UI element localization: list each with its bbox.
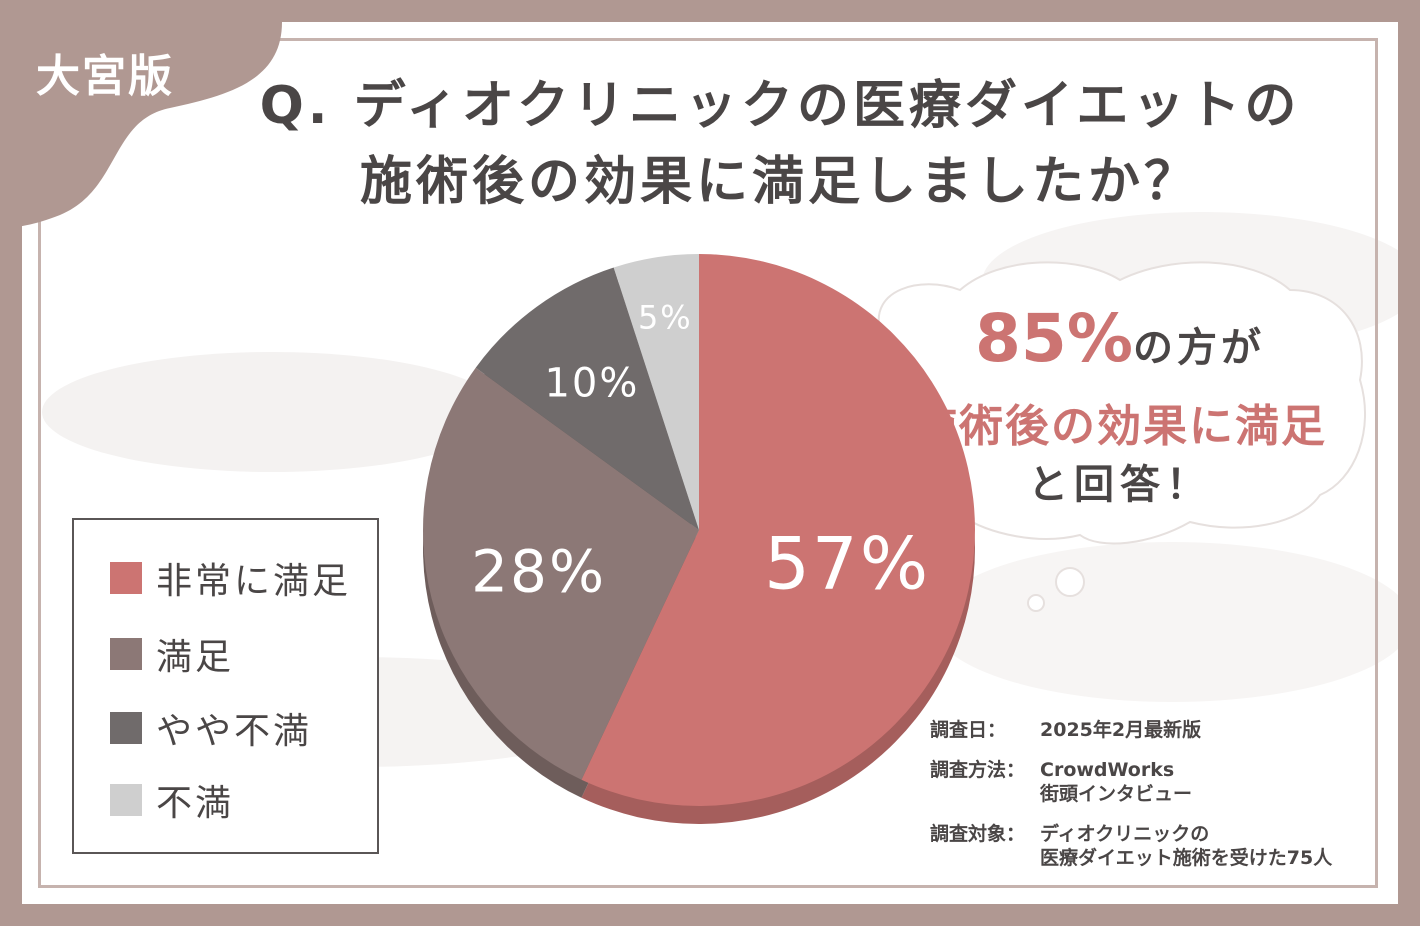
pie-slice [581, 254, 975, 807]
legend-swatch [110, 712, 142, 744]
legend-swatch [110, 638, 142, 670]
callout-percent-suffix: の方が [1132, 325, 1265, 371]
pie-value-label: 10% [544, 361, 639, 407]
inner-border [38, 38, 1378, 888]
callout-line-2: 施術後の効果に満足 [913, 401, 1327, 452]
callout-line-1: 85%の方が [880, 300, 1360, 377]
survey-method: 調査方法： CrowdWorks 街頭インタビュー [930, 759, 1192, 807]
pie-value-label: 28% [471, 537, 606, 605]
survey-date-label: 調査日： [930, 719, 1007, 741]
callout-percent: 85% [975, 300, 1133, 377]
question-title: Q. ディオクリニックの医療ダイエットの 施術後の効果に満足しましたか？ [160, 80, 1400, 216]
legend-label: 非常に満足 [156, 561, 352, 602]
survey-target-value-2: 医療ダイエット施術を受けた75人 [1040, 846, 1333, 869]
legend-swatch [110, 562, 142, 594]
survey-target-value-1: ディオクリニックの [1040, 823, 1210, 845]
legend-item: 不満 [110, 780, 234, 824]
survey-method-value-1: CrowdWorks [1040, 759, 1175, 781]
survey-target: 調査対象： ディオクリニックの 医療ダイエット施術を受けた75人 [930, 823, 1332, 871]
legend-swatch [110, 784, 142, 816]
question-title-line-1: Q. ディオクリニックの医療ダイエットの [259, 76, 1301, 136]
pie-slice [475, 267, 699, 530]
legend-item: やや不満 [110, 708, 312, 752]
edition-label: 大宮版 [36, 51, 174, 102]
legend-item: 満足 [110, 634, 234, 678]
question-title-line-2: 施術後の効果に満足しましたか？ [359, 152, 1200, 212]
survey-method-label: 調査方法： [930, 759, 1026, 781]
pie-slice [613, 254, 699, 530]
survey-target-label: 調査対象： [930, 823, 1026, 845]
legend-label: 満足 [156, 637, 235, 678]
survey-date: 調査日： 2025年2月最新版 [930, 719, 1201, 743]
legend: 非常に満足 満足 やや不満 不満 [72, 518, 379, 854]
survey-method-value-2: 街頭インタビュー [1040, 782, 1193, 805]
legend-label: 不満 [156, 783, 235, 824]
pie-value-label: 5% [638, 299, 693, 337]
pie-slice [423, 367, 699, 780]
legend-item: 非常に満足 [110, 558, 351, 602]
callout-line-3: と回答！ [1028, 462, 1212, 508]
edition-badge [0, 0, 282, 228]
survey-date-value: 2025年2月最新版 [1040, 719, 1202, 741]
pie-value-label: 57% [764, 521, 930, 605]
legend-label: やや不満 [156, 711, 313, 752]
